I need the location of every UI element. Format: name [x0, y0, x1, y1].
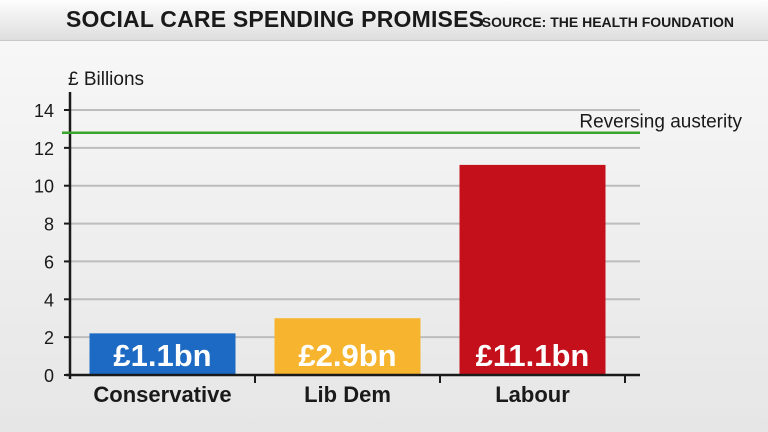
data-label-0: £1.1bn — [113, 338, 211, 373]
chart-title: SOCIAL CARE SPENDING PROMISES — [66, 6, 485, 32]
y-tick-label-6: 12 — [34, 139, 54, 159]
y-tick-label-3: 6 — [44, 252, 54, 272]
y-tick-label-5: 10 — [34, 177, 54, 197]
y-axis-title: £ Billions — [68, 69, 144, 90]
y-tick-label-4: 8 — [44, 215, 54, 235]
bar-conservative — [89, 333, 236, 375]
chart-source: SOURCE: THE HEALTH FOUNDATION — [481, 14, 734, 30]
x-tick-label-0: Conservative — [93, 382, 231, 407]
y-tick-label-7: 14 — [34, 101, 54, 121]
x-tick-label-1: Lib Dem — [304, 382, 391, 407]
y-tick-label-2: 4 — [44, 290, 54, 310]
x-tick-label-2: Labour — [495, 382, 570, 407]
bar-labour — [459, 164, 606, 375]
data-label-1: £2.9bn — [298, 338, 396, 373]
bar-lib-dem — [274, 318, 421, 375]
data-label-2: £11.1bn — [476, 338, 590, 373]
y-tick-label-0: 0 — [44, 366, 54, 386]
title-bar: SOCIAL CARE SPENDING PROMISES SOURCE: TH… — [0, 0, 768, 41]
y-tick-label-1: 2 — [44, 328, 54, 348]
reference-line-label: Reversing austerity — [579, 112, 742, 133]
